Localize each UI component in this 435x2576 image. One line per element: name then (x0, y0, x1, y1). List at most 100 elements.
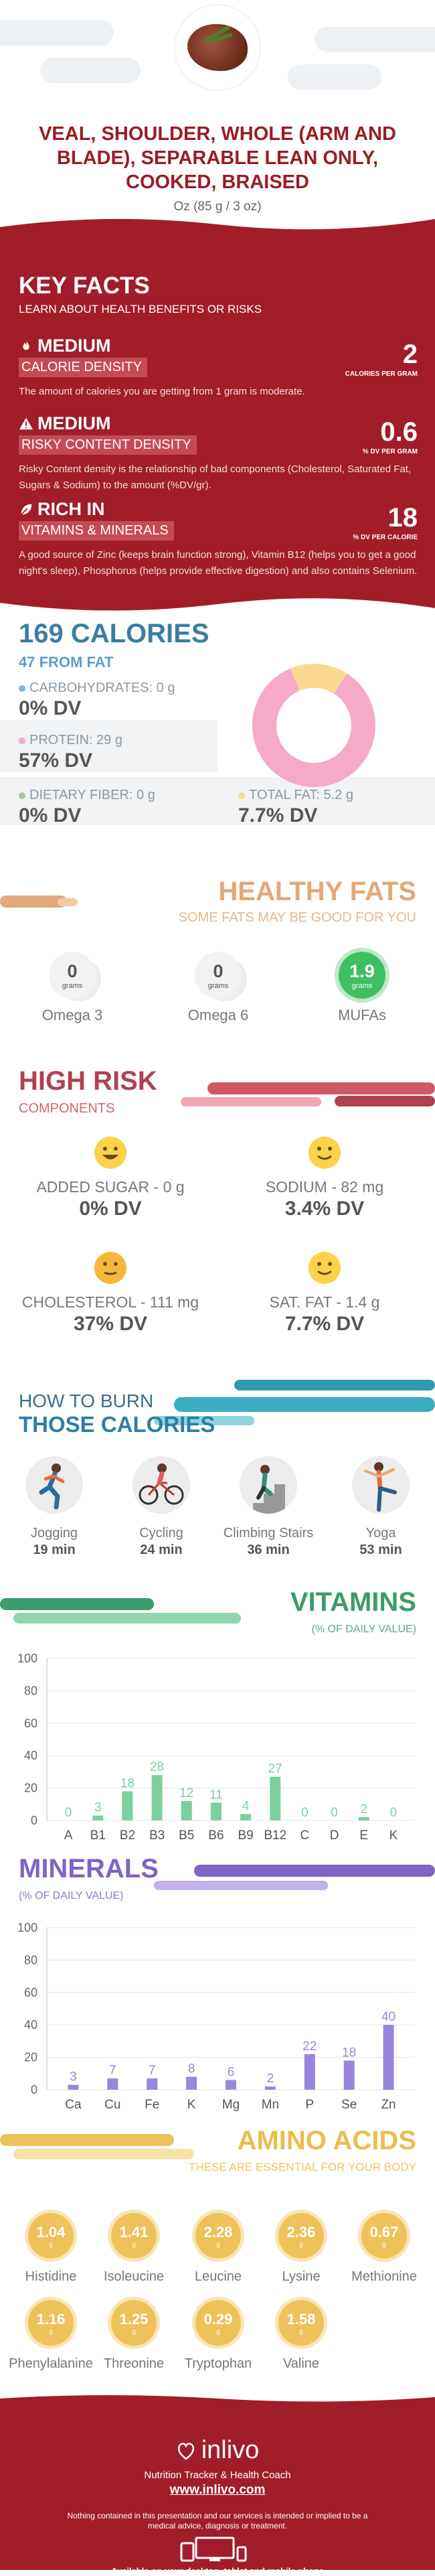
activity-time: 19 min (33, 1543, 76, 1557)
nutrient-dv: 0% DV (19, 804, 82, 827)
warning-icon (19, 417, 33, 429)
vitamin-category-label: B5 (179, 1829, 194, 1843)
decorative-bars (0, 896, 78, 908)
nutrient-fiber: DIETARY FIBER: 0 g 0% DV (19, 788, 155, 827)
amino-item: 1.41 g Isoleucine (90, 2213, 177, 2285)
nutrient-dv: 7.7% DV (238, 804, 318, 827)
nutrient-label: CARBOHYDRATES: 0 g (29, 681, 175, 695)
fact-risky-density: MEDIUM RISKY CONTENT DENSITY 0.6 % DV PE… (19, 413, 418, 494)
mineral-ytick-label: 60 (24, 1986, 37, 1999)
activity-time: 24 min (140, 1543, 183, 1557)
amino-name: Histidine (25, 2269, 77, 2284)
risk-name: CHOLESTEROL - 111 mg (21, 1293, 199, 1311)
mineral-category-label: P (305, 2098, 314, 2112)
heart-icon (177, 2442, 194, 2460)
vitamin-category-label: C (300, 1829, 310, 1843)
cloud-decoration (288, 64, 381, 90)
fat-slice (290, 664, 347, 694)
risk-name: SODIUM - 82 mg (265, 1178, 384, 1196)
nutrient-protein: PROTEIN: 29 g 57% DV (19, 733, 122, 772)
inlivo-logo[interactable]: inlivo (0, 2436, 435, 2465)
fat-value: 0 (213, 960, 224, 981)
mineral-bar (264, 2086, 276, 2090)
fact-level: MEDIUM (37, 413, 111, 433)
activity-name: Climbing Stairs (223, 1526, 314, 1541)
amino-item: 1.16 g Phenylalanine (7, 2300, 94, 2372)
risk-cholesterol: CHOLESTEROL - 111 mg 37% DV (10, 1251, 211, 1336)
fat-mufas: 1.9 grams MUFAs (319, 952, 406, 1024)
amino-item: 1.25 g Threonine (90, 2300, 177, 2372)
fact-tag: CALORIE DENSITY (19, 358, 148, 377)
amino-title: AMINO ACIDS (237, 2126, 416, 2155)
fat-omega3: 0 grams Omega 3 (29, 952, 116, 1024)
vitamin-value-label: 0 (390, 1806, 398, 1820)
vitamin-ytick-label: 0 (31, 1814, 37, 1827)
decorative-bars (181, 1082, 435, 1106)
vitamin-value-label: 2 (360, 1802, 367, 1816)
vitamin-ytick-label: 100 (17, 1652, 37, 1665)
wave-divider (0, 218, 435, 238)
activity-name: Jogging (30, 1526, 78, 1541)
highlight-band (0, 777, 435, 825)
amino-value: 0.67 (369, 2223, 399, 2240)
amino-value: 1.25 (119, 2310, 149, 2328)
vitamin-ytick-label: 20 (24, 1782, 37, 1795)
devices-icon (0, 2536, 435, 2563)
amino-name: Phenylalanine (9, 2356, 93, 2371)
activity-name: Cycling (139, 1526, 183, 1541)
vitamin-category-label: B3 (149, 1829, 165, 1843)
burn-section: HOW TO BURN THOSE CALORIES Jogging 19 mi… (0, 1377, 435, 1585)
amino-circle: 1.58 g (278, 2300, 324, 2346)
high-risk-section: HIGH RISK COMPONENTS ADDED SUGAR - 0 g 0… (0, 1064, 435, 1377)
mineral-value-label: 6 (228, 2065, 235, 2079)
mineral-ytick-label: 100 (17, 1921, 37, 1934)
vitamin-bar (181, 1800, 192, 1820)
mineral-category-label: Se (341, 2098, 357, 2112)
wave-divider (0, 598, 435, 618)
vitamin-value-label: 4 (242, 1799, 250, 1813)
risk-name: SAT. FAT - 1.4 g (269, 1293, 380, 1311)
amino-circle: 0.29 g (195, 2300, 241, 2346)
vitamin-bar (210, 1802, 222, 1820)
amino-name: Leucine (194, 2269, 242, 2284)
amino-circle: 2.28 g (195, 2213, 241, 2259)
vitamin-ytick-label: 60 (24, 1717, 37, 1730)
fact-unit: % DV PER GRAM (362, 448, 418, 455)
amino-value: 1.16 (36, 2310, 66, 2328)
activity-time: 36 min (247, 1543, 290, 1557)
vitamin-category-label: B6 (208, 1829, 224, 1843)
mineral-bar (226, 2080, 236, 2090)
decorative-bars (154, 1380, 435, 1425)
leaf-icon (21, 504, 32, 515)
key-facts-title: KEY FACTS (19, 273, 150, 299)
risk-dv: 0% DV (79, 1198, 142, 1220)
fat-name: MUFAs (337, 1007, 387, 1023)
amino-unit: g (382, 2240, 386, 2248)
amino-unit: g (216, 2328, 220, 2336)
mineral-bar (107, 2078, 118, 2090)
activity-name: Yoga (365, 1526, 396, 1541)
key-facts-subtitle: LEARN ABOUT HEALTH BENEFITS OR RISKS (19, 303, 262, 315)
mineral-ytick-label: 40 (24, 2018, 37, 2031)
risk-name: ADDED SUGAR - 0 g (36, 1178, 185, 1196)
vitamin-bar (122, 1791, 133, 1820)
activity-stairs: Climbing Stairs 36 min (218, 1456, 319, 1558)
vitamin-value-label: 12 (179, 1786, 193, 1800)
food-image (175, 5, 260, 90)
mineral-ytick-label: 20 (24, 2051, 37, 2064)
website-link[interactable]: www.inlivo.com (169, 2483, 266, 2497)
mineral-value-label: 2 (267, 2072, 274, 2086)
minerals-subtitle: (% OF DAILY VALUE) (19, 1890, 124, 1902)
vitamin-category-label: E (359, 1829, 368, 1843)
mineral-bar (147, 2078, 158, 2090)
vitamins-section: VITAMINS (% OF DAILY VALUE) 0 20 40 60 80 100… (0, 1585, 435, 1854)
amino-name: Isoleucine (103, 2269, 165, 2284)
vitamin-bar (358, 1817, 369, 1820)
fat-unit: grams (207, 981, 229, 990)
amino-name: Valine (282, 2356, 320, 2371)
minerals-title: MINERALS (19, 1854, 159, 1883)
footer-section: inlivo Nutrition Tracker & Health Coach … (0, 2395, 435, 2576)
nutrient-label: DIETARY FIBER: 0 g (29, 788, 155, 802)
vitamin-value-label: 27 (268, 1762, 282, 1776)
cloud-decoration (0, 20, 114, 46)
